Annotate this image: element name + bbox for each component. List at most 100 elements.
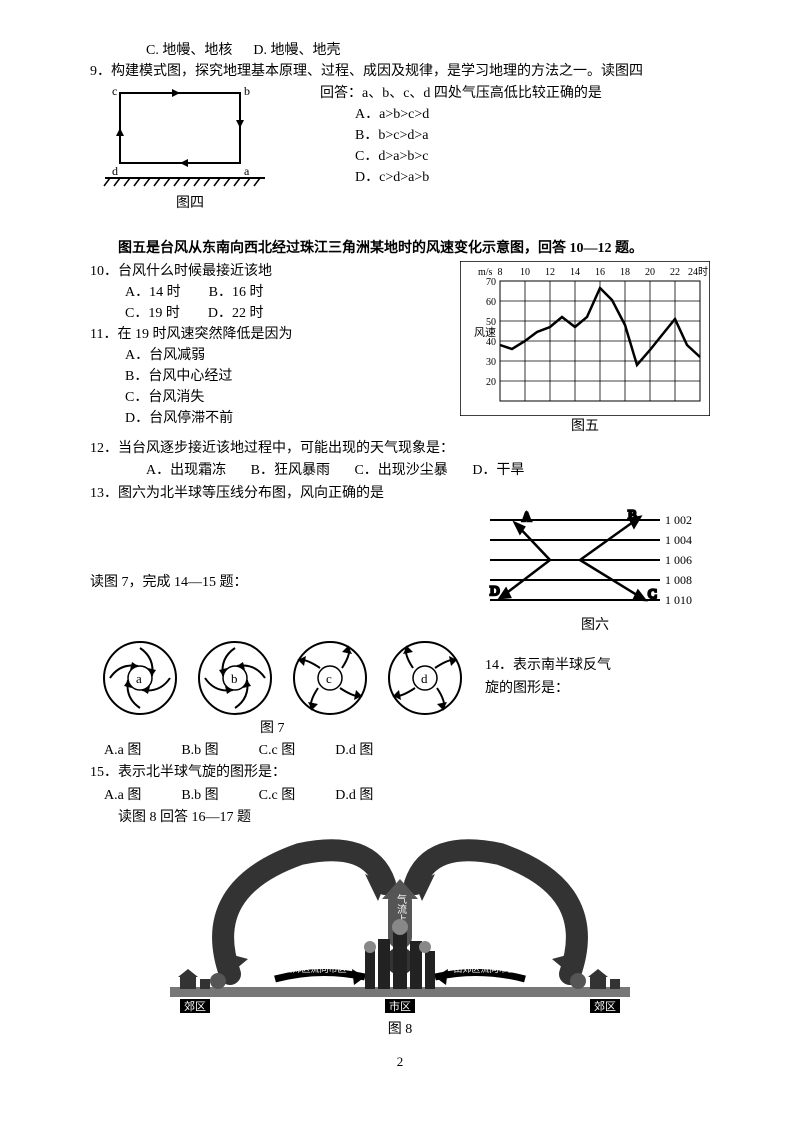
q14-d: D.d 图: [335, 740, 373, 762]
q15-c: C.c 图: [259, 785, 296, 807]
svg-text:14: 14: [570, 267, 580, 278]
q9-b: B．b>c>d>a: [355, 125, 602, 146]
q11-stem: 11．在 19 时风速突然降低是因为: [90, 324, 460, 345]
fig6-row: 读图 7，完成 14—15 题： 1 0021 0041 0061 0081 0…: [90, 505, 710, 637]
q8-d: D. 地幔、地壳: [253, 43, 340, 58]
svg-text:d: d: [421, 671, 428, 686]
fig6-label: 图六: [480, 615, 710, 637]
svg-text:20: 20: [486, 377, 496, 388]
q9-stem: 9．构建模式图，探究地理基本原理、过程、成因及规律，是学习地理的方法之一。读图四: [90, 61, 710, 83]
q14-a: A.a 图: [104, 740, 141, 762]
svg-text:C: C: [648, 586, 657, 601]
fig5-label: 图五: [460, 416, 710, 438]
q8-c: C. 地幔、地核: [146, 43, 232, 58]
fig7-row: a b c d 14．表示南半球反气旋的图形是：: [90, 638, 710, 718]
svg-text:8: 8: [498, 267, 503, 278]
figure-4: c b d a 图四: [100, 83, 280, 215]
q11-c: C．台风消失: [125, 387, 460, 408]
svg-text:D: D: [490, 583, 499, 598]
q9-options: 回答：a、b、c、d 四处气压高低比较正确的是 A．a>b>c>d B．b>c>…: [320, 83, 602, 188]
q12-stem: 12．当台风逐步接近该地过程中，可能出现的天气现象是：: [90, 438, 710, 460]
svg-text:A: A: [522, 509, 532, 524]
svg-text:1 008: 1 008: [665, 573, 692, 587]
cyclone-d: d: [385, 638, 465, 718]
svg-text:18: 18: [620, 267, 630, 278]
svg-text:d: d: [112, 164, 118, 178]
q9-prompt: 回答：a、b、c、d 四处气压高低比较正确的是: [320, 83, 602, 104]
q10-12-block: 10．台风什么时候最接近该地 A．14 时 B．16 时 C．19 时 D．22…: [90, 261, 710, 438]
fig8-label: 图 8: [90, 1019, 710, 1041]
cyclone-a: a: [100, 638, 180, 718]
q15-b: B.b 图: [181, 785, 218, 807]
q11-a: A．台风减弱: [125, 345, 460, 366]
svg-text:1 002: 1 002: [665, 513, 692, 527]
figure-5: 81012141618202224时 m/s 706050403020 风速 图…: [460, 261, 710, 438]
cyclone-b: b: [195, 638, 275, 718]
svg-text:风速: 风速: [474, 326, 496, 339]
q11-d: D．台风停滞不前: [125, 408, 460, 429]
q10-stem: 10．台风什么时候最接近该地: [90, 261, 460, 282]
fig6-svg: 1 002 1 004 1 006 1 008 1 010 A B C D: [480, 505, 710, 615]
svg-text:a: a: [136, 671, 142, 686]
q9-c: C．d>a>b>c: [355, 146, 602, 167]
svg-text:30: 30: [486, 357, 496, 368]
q10-b: B．16 时: [209, 285, 264, 300]
figure-8: 气流上升 热 由郊区流向市区 由郊区流向市区 郊区 市区 郊区: [90, 829, 710, 1019]
q14-b: B.b 图: [181, 740, 218, 762]
svg-text:B: B: [628, 507, 637, 522]
svg-text:由郊区流向市区: 由郊区流向市区: [283, 963, 346, 974]
svg-text:70: 70: [486, 277, 496, 288]
fig4-label: 图四: [100, 193, 280, 215]
svg-text:a: a: [244, 164, 250, 178]
figure-6: 1 002 1 004 1 006 1 008 1 010 A B C D 图六: [480, 505, 710, 637]
q9-block: c b d a 图四 回答：a、b、c、d 四处气压高低比较正确的是 A．a>b…: [90, 83, 710, 215]
fig4-svg: c b d a: [100, 83, 270, 193]
q12-c: C．出现沙尘暴: [354, 463, 447, 478]
q14-c: C.c 图: [259, 740, 296, 762]
cyclone-c: c: [290, 638, 370, 718]
q12-options: A．出现霜冻 B．狂风暴雨 C．出现沙尘暴 D．干旱: [146, 460, 710, 482]
fig8-svg: 气流上升 热 由郊区流向市区 由郊区流向市区 郊区 市区 郊区: [160, 829, 640, 1019]
q15-d: D.d 图: [335, 785, 373, 807]
q14-stem: 14．表示南半球反气旋的图形是：: [485, 655, 615, 700]
page-number: 2: [90, 1052, 710, 1073]
svg-text:郊区: 郊区: [594, 1000, 616, 1013]
svg-text:20: 20: [645, 267, 655, 278]
q13-stem: 13．图六为北半球等压线分布图，风向正确的是: [90, 483, 710, 505]
fig5-svg: 81012141618202224时 m/s 706050403020 风速: [460, 261, 710, 416]
svg-text:10: 10: [520, 267, 530, 278]
q12-a: A．出现霜冻: [146, 463, 226, 478]
q12-b: B．狂风暴雨: [251, 463, 330, 478]
q10-a: A．14 时: [125, 285, 181, 300]
intro8: 读图 8 回答 16—17 题: [118, 807, 710, 829]
svg-text:60: 60: [486, 297, 496, 308]
svg-text:b: b: [244, 84, 250, 98]
svg-text:1 006: 1 006: [665, 553, 692, 567]
intro5: 图五是台风从东南向西北经过珠江三角洲某地时的风速变化示意图，回答 10—12 题…: [118, 238, 710, 260]
svg-text:b: b: [231, 671, 238, 686]
svg-text:24时: 24时: [688, 266, 708, 278]
q9-d: D．c>d>a>b: [355, 167, 602, 188]
q11-b: B．台风中心经过: [125, 366, 460, 387]
figure-7: a b c d: [100, 638, 465, 718]
q15-a: A.a 图: [104, 785, 141, 807]
svg-text:1 010: 1 010: [665, 593, 692, 607]
svg-text:郊区: 郊区: [184, 1000, 206, 1013]
q10-d: D．22 时: [208, 306, 264, 321]
fig7-label: 图 7: [260, 718, 710, 740]
q10-12-text: 10．台风什么时候最接近该地 A．14 时 B．16 时 C．19 时 D．22…: [90, 261, 460, 429]
q15-options: A.a 图 B.b 图 C.c 图 D.d 图: [104, 785, 710, 807]
q14-options: A.a 图 B.b 图 C.c 图 D.d 图: [104, 740, 710, 762]
intro7: 读图 7，完成 14—15 题：: [90, 572, 480, 594]
q12-d: D．干旱: [472, 463, 524, 478]
q9-a: A．a>b>c>d: [355, 104, 602, 125]
svg-text:22: 22: [670, 267, 680, 278]
svg-text:16: 16: [595, 267, 605, 278]
svg-text:由郊区流向市区: 由郊区流向市区: [453, 963, 516, 974]
q15-stem: 15．表示北半球气旋的图形是：: [90, 762, 710, 784]
q8-options-cd: C. 地幔、地核 D. 地幔、地壳: [146, 40, 710, 61]
svg-text:市区: 市区: [389, 999, 411, 1013]
svg-text:1 004: 1 004: [665, 533, 692, 547]
svg-text:12: 12: [545, 267, 555, 278]
q10-c: C．19 时: [125, 306, 180, 321]
